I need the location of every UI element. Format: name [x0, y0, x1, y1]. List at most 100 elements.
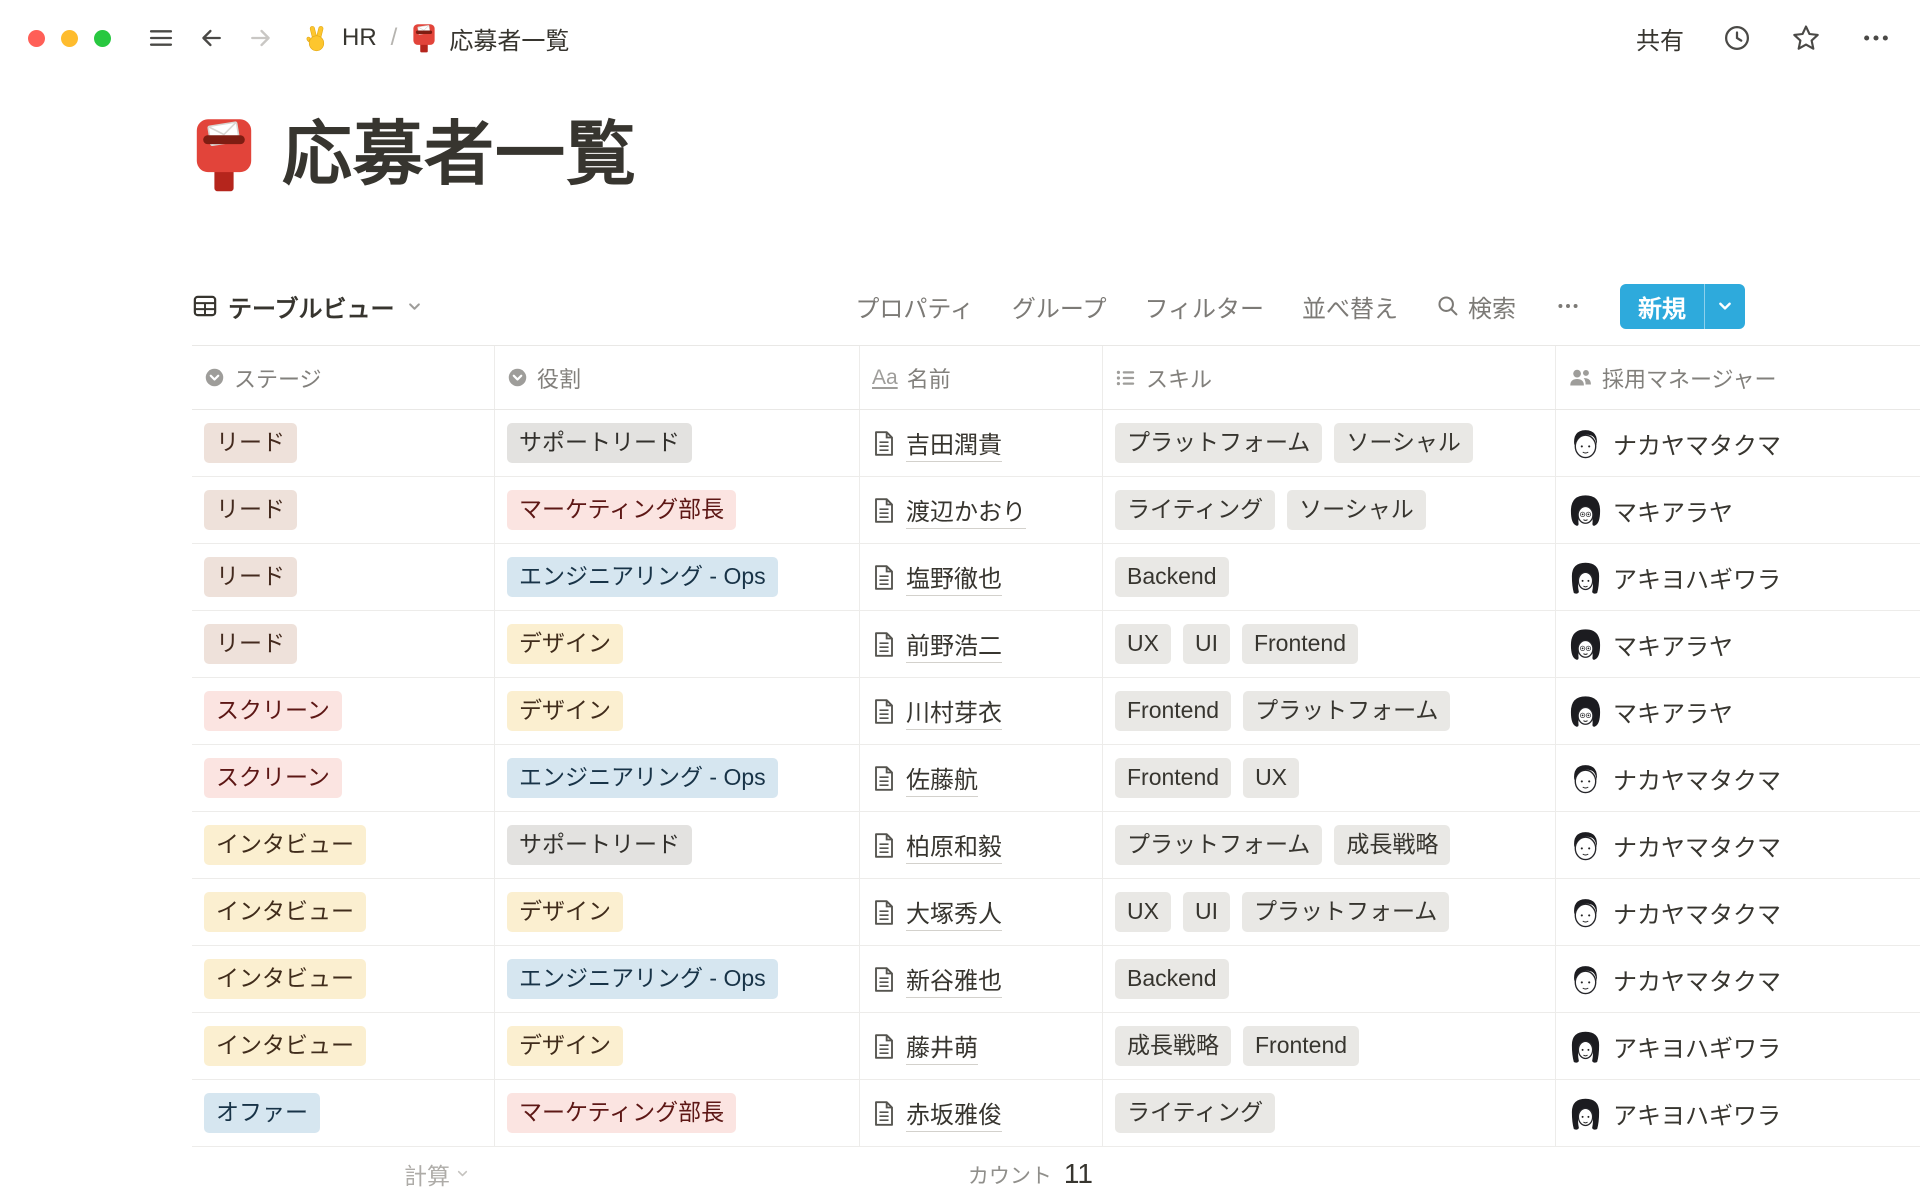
role-cell[interactable]: エンジニアリング - Ops	[495, 745, 860, 811]
properties-button[interactable]: プロパティ	[855, 295, 974, 323]
name-cell[interactable]: 吉田潤貴	[860, 410, 1103, 476]
filter-button[interactable]: フィルター	[1144, 295, 1264, 323]
stage-cell[interactable]: インタビュー	[192, 946, 495, 1012]
stage-cell[interactable]: リード	[192, 410, 495, 476]
role-cell[interactable]: マーケティング部長	[495, 1080, 860, 1146]
stage-cell[interactable]: オファー	[192, 1080, 495, 1146]
column-header-manager[interactable]: 採用マネージャー	[1556, 346, 1920, 409]
role-cell[interactable]: サポートリード	[495, 410, 860, 476]
skills-cell[interactable]: プラットフォーム 成長戦略	[1103, 812, 1556, 878]
stage-cell[interactable]: スクリーン	[192, 745, 495, 811]
table-row[interactable]: リード サポートリード 吉田潤貴 プラットフォーム ソーシャル ナカヤマタクマ	[192, 410, 1920, 477]
column-header-name[interactable]: Aa 名前	[860, 346, 1103, 409]
name-cell[interactable]: 川村芽衣	[860, 678, 1103, 744]
name-cell[interactable]: 佐藤航	[860, 745, 1103, 811]
role-cell[interactable]: デザイン	[495, 611, 860, 677]
table-row[interactable]: インタビュー デザイン 大塚秀人 UX UI プラットフォーム ナカヤマタクマ	[192, 879, 1920, 946]
table-view-tab[interactable]: テーブルビュー	[192, 289, 422, 324]
name-cell[interactable]: 渡辺かおり	[860, 477, 1103, 543]
page-title[interactable]: 応募者一覧	[282, 115, 637, 193]
manager-cell[interactable]: ナカヤマタクマ	[1556, 812, 1920, 878]
manager-cell[interactable]: マキアラヤ	[1556, 611, 1920, 677]
table-row[interactable]: スクリーン エンジニアリング - Ops 佐藤航 Frontend UX ナカヤマタクマ	[192, 745, 1920, 812]
stage-cell[interactable]: リード	[192, 477, 495, 543]
view-options-icon[interactable]	[1554, 292, 1582, 320]
skills-cell[interactable]: UX UI プラットフォーム	[1103, 879, 1556, 945]
count-button[interactable]: カウント 11	[860, 1158, 1103, 1190]
role-cell[interactable]: マーケティング部長	[495, 477, 860, 543]
column-header-stage[interactable]: ステージ	[192, 346, 495, 409]
sort-button[interactable]: 並べ替え	[1302, 295, 1398, 323]
stage-cell[interactable]: インタビュー	[192, 879, 495, 945]
skills-cell[interactable]: ライティング ソーシャル	[1103, 477, 1556, 543]
manager-cell[interactable]: ナカヤマタクマ	[1556, 410, 1920, 476]
new-button-label[interactable]: 新規	[1638, 295, 1686, 323]
name-cell[interactable]: 塩野徹也	[860, 544, 1103, 610]
minimize-window-button[interactable]	[61, 29, 78, 47]
stage-cell[interactable]: リード	[192, 611, 495, 677]
name-cell[interactable]: 藤井萌	[860, 1013, 1103, 1079]
role-cell[interactable]: サポートリード	[495, 812, 860, 878]
role-cell[interactable]: デザイン	[495, 678, 860, 744]
skills-cell[interactable]: Frontend プラットフォーム	[1103, 678, 1556, 744]
name-cell[interactable]: 大塚秀人	[860, 879, 1103, 945]
table-row[interactable]: インタビュー サポートリード 柏原和毅 プラットフォーム 成長戦略 ナカヤマタクマ	[192, 812, 1920, 879]
traffic-lights	[28, 29, 111, 47]
name-cell[interactable]: 赤坂雅俊	[860, 1080, 1103, 1146]
role-cell[interactable]: デザイン	[495, 1013, 860, 1079]
manager-cell[interactable]: アキヨハギワラ	[1556, 1013, 1920, 1079]
star-icon[interactable]	[1790, 22, 1822, 54]
table-row[interactable]: インタビュー デザイン 藤井萌 成長戦略 Frontend アキヨハギワラ	[192, 1013, 1920, 1080]
skills-cell[interactable]: Frontend UX	[1103, 745, 1556, 811]
name-cell[interactable]: 前野浩二	[860, 611, 1103, 677]
role-cell[interactable]: デザイン	[495, 879, 860, 945]
close-window-button[interactable]	[28, 29, 45, 47]
back-icon[interactable]	[197, 24, 225, 52]
skills-cell[interactable]: 成長戦略 Frontend	[1103, 1013, 1556, 1079]
manager-cell[interactable]: マキアラヤ	[1556, 477, 1920, 543]
forward-icon[interactable]	[247, 24, 275, 52]
manager-cell[interactable]: ナカヤマタクマ	[1556, 879, 1920, 945]
zoom-window-button[interactable]	[94, 29, 111, 47]
skills-cell[interactable]: UX UI Frontend	[1103, 611, 1556, 677]
search-button[interactable]: 検索	[1436, 289, 1516, 324]
table-row[interactable]: インタビュー エンジニアリング - Ops 新谷雅也 Backend ナカヤマタクマ	[192, 946, 1920, 1013]
sidebar-menu-icon[interactable]	[147, 24, 175, 52]
manager-cell[interactable]: アキヨハギワラ	[1556, 1080, 1920, 1146]
role-cell[interactable]: エンジニアリング - Ops	[495, 544, 860, 610]
manager-cell[interactable]: マキアラヤ	[1556, 678, 1920, 744]
stage-cell[interactable]: スクリーン	[192, 678, 495, 744]
role-cell[interactable]: エンジニアリング - Ops	[495, 946, 860, 1012]
group-button[interactable]: グループ	[1011, 295, 1107, 323]
skills-cell[interactable]: プラットフォーム ソーシャル	[1103, 410, 1556, 476]
table-row[interactable]: リード マーケティング部長 渡辺かおり ライティング ソーシャル マキアラヤ	[192, 477, 1920, 544]
new-dropdown-icon[interactable]	[1705, 284, 1745, 329]
manager-cell[interactable]: ナカヤマタクマ	[1556, 946, 1920, 1012]
stage-cell[interactable]: インタビュー	[192, 812, 495, 878]
breadcrumb-page[interactable]: 応募者一覧	[449, 27, 570, 55]
name-cell[interactable]: 新谷雅也	[860, 946, 1103, 1012]
calculate-button[interactable]: 計算	[192, 1157, 495, 1191]
column-header-skills[interactable]: スキル	[1103, 346, 1556, 409]
new-button[interactable]: 新規	[1620, 283, 1745, 329]
manager-name: アキヨハギワラ	[1613, 1102, 1781, 1130]
stage-cell[interactable]: リード	[192, 544, 495, 610]
breadcrumb-workspace[interactable]: HR	[342, 24, 377, 51]
history-icon[interactable]	[1722, 23, 1752, 53]
name-cell[interactable]: 柏原和毅	[860, 812, 1103, 878]
table-row[interactable]: リード デザイン 前野浩二 UX UI Frontend マキアラヤ	[192, 611, 1920, 678]
share-button[interactable]: 共有	[1636, 27, 1684, 55]
page-icon-postbox[interactable]	[192, 116, 256, 193]
skills-cell[interactable]: Backend	[1103, 946, 1556, 1012]
table-row[interactable]: オファー マーケティング部長 赤坂雅俊 ライティング アキヨハギワラ	[192, 1080, 1920, 1147]
more-icon[interactable]	[1860, 22, 1892, 54]
table-row[interactable]: リード エンジニアリング - Ops 塩野徹也 Backend アキヨハギワラ	[192, 544, 1920, 611]
skills-cell[interactable]: ライティング	[1103, 1080, 1556, 1146]
table-row[interactable]: スクリーン デザイン 川村芽衣 Frontend プラットフォーム マキアラヤ	[192, 678, 1920, 745]
manager-cell[interactable]: アキヨハギワラ	[1556, 544, 1920, 610]
column-header-role[interactable]: 役割	[495, 346, 860, 409]
stage-badge: インタビュー	[204, 1026, 366, 1066]
skills-cell[interactable]: Backend	[1103, 544, 1556, 610]
manager-cell[interactable]: ナカヤマタクマ	[1556, 745, 1920, 811]
stage-cell[interactable]: インタビュー	[192, 1013, 495, 1079]
